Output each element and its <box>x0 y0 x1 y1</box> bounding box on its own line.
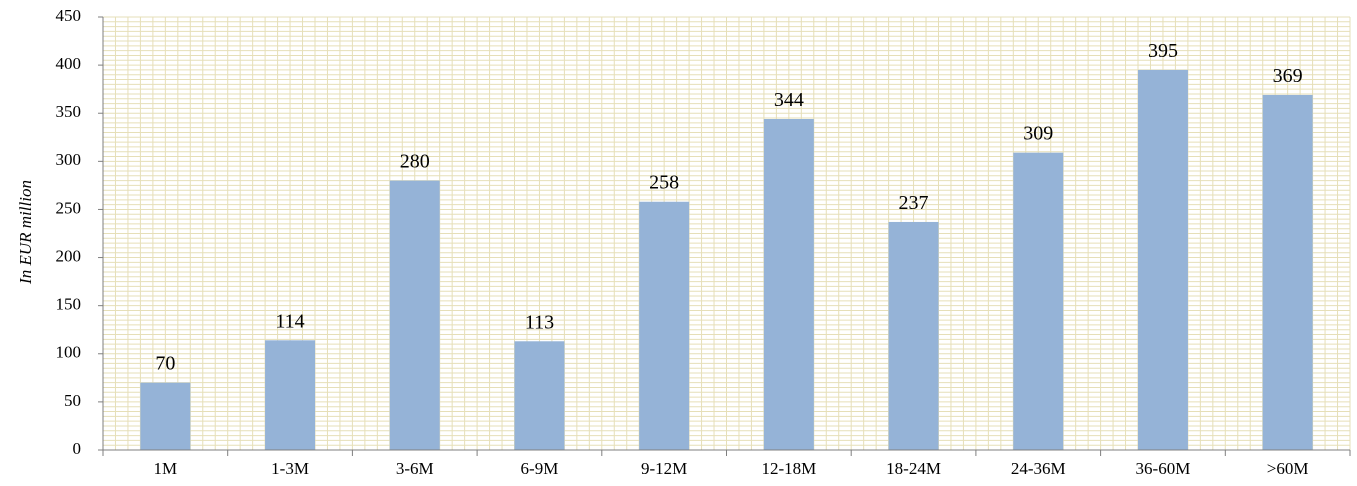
data-label: 237 <box>899 192 929 214</box>
x-tick-label: 6-9M <box>521 459 559 478</box>
y-axis-title: In EUR million <box>16 180 35 285</box>
y-tick-label: 350 <box>56 102 82 121</box>
y-tick-label: 0 <box>73 439 82 458</box>
x-tick-label: 36-60M <box>1136 459 1191 478</box>
bar-24-36M <box>1013 152 1064 450</box>
y-tick-label: 200 <box>56 246 82 265</box>
y-tick-label: 450 <box>56 6 82 25</box>
x-tick-label: 18-24M <box>886 459 941 478</box>
x-tick-label: 3-6M <box>396 459 434 478</box>
data-label: 344 <box>774 89 804 111</box>
bar-36-60M <box>1137 69 1188 450</box>
y-tick-label: 300 <box>56 150 82 169</box>
bar-18-24M <box>888 221 939 450</box>
bar-1M <box>140 382 191 450</box>
y-tick-label: 100 <box>56 343 82 362</box>
data-label: 70 <box>155 353 175 375</box>
axes <box>98 16 1351 456</box>
y-tick-label: 250 <box>56 198 82 217</box>
data-label: 369 <box>1273 65 1303 87</box>
bar->60M <box>1262 94 1313 450</box>
y-tick-label: 150 <box>56 295 82 314</box>
x-tick-label: >60M <box>1267 459 1309 478</box>
y-tick-label: 50 <box>64 391 81 410</box>
x-tick-label: 1-3M <box>271 459 309 478</box>
data-label: 395 <box>1148 40 1178 62</box>
x-tick-label: 1M <box>154 459 178 478</box>
bar-3-6M <box>389 180 440 451</box>
bar-9-12M <box>639 201 690 450</box>
y-tick-label: 400 <box>56 54 82 73</box>
x-tick-label: 9-12M <box>641 459 687 478</box>
labels: 70 1M 114 1-3M 280 3-6M 113 6-9M 258 9-12M 344 12-1… <box>56 6 1309 478</box>
data-label: 258 <box>649 172 679 194</box>
x-tick-label: 24-36M <box>1011 459 1066 478</box>
bar-1-3M <box>265 340 316 450</box>
data-label: 309 <box>1023 123 1053 145</box>
data-label: 114 <box>275 310 304 332</box>
data-label: 113 <box>525 311 554 333</box>
data-label: 280 <box>400 151 430 173</box>
bars <box>140 69 1313 451</box>
x-tick-label: 12-18M <box>761 459 816 478</box>
bar-12-18M <box>763 118 814 451</box>
bar-6-9M <box>514 341 565 450</box>
